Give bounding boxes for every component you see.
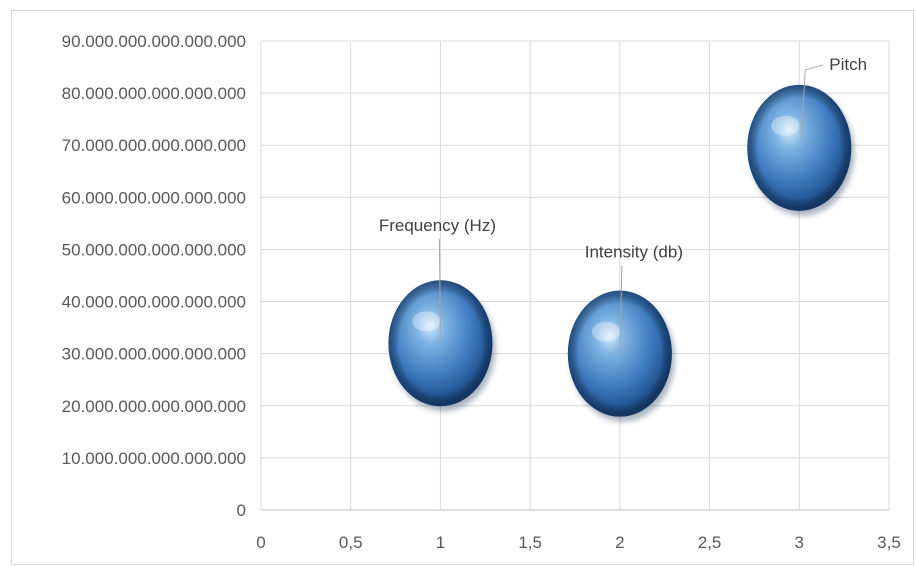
data-label: Intensity (db) bbox=[585, 243, 683, 262]
x-tick-label: 1 bbox=[436, 533, 445, 552]
y-tick-label: 80.000.000.000.000.000 bbox=[62, 84, 246, 103]
bubble-highlight bbox=[412, 311, 441, 332]
x-tick-label: 3 bbox=[795, 533, 804, 552]
y-tick-label: 20.000.000.000.000.000 bbox=[62, 397, 246, 416]
y-tick-label: 70.000.000.000.000.000 bbox=[62, 136, 246, 155]
y-tick-label: 40.000.000.000.000.000 bbox=[62, 293, 246, 312]
y-tick-label: 50.000.000.000.000.000 bbox=[62, 240, 246, 259]
x-tick-label: 2,5 bbox=[698, 533, 722, 552]
bubble-highlight bbox=[771, 115, 800, 136]
y-tick-label: 0 bbox=[237, 501, 246, 520]
leader-line bbox=[800, 64, 824, 138]
x-tick-label: 0,5 bbox=[339, 533, 363, 552]
leader-line bbox=[438, 239, 441, 344]
y-tick-label: 10.000.000.000.000.000 bbox=[62, 449, 246, 468]
data-label: Pitch bbox=[829, 55, 867, 74]
bubble-rim bbox=[747, 84, 852, 211]
x-tick-label: 2 bbox=[615, 533, 624, 552]
leader-line bbox=[619, 265, 623, 354]
y-tick-label: 30.000.000.000.000.000 bbox=[62, 345, 246, 364]
y-tick-label: 90.000.000.000.000.000 bbox=[62, 32, 246, 51]
data-label: Frequency (Hz) bbox=[379, 216, 496, 235]
x-tick-label: 3,5 bbox=[877, 533, 901, 552]
x-tick-label: 0 bbox=[256, 533, 265, 552]
y-tick-label: 60.000.000.000.000.000 bbox=[62, 188, 246, 207]
bubble-point: Pitch bbox=[747, 55, 867, 216]
x-tick-label: 1,5 bbox=[518, 533, 542, 552]
bubble-point: Frequency (Hz) bbox=[379, 216, 496, 412]
bubble-highlight bbox=[591, 321, 620, 342]
bubble-point: Intensity (db) bbox=[567, 243, 683, 422]
